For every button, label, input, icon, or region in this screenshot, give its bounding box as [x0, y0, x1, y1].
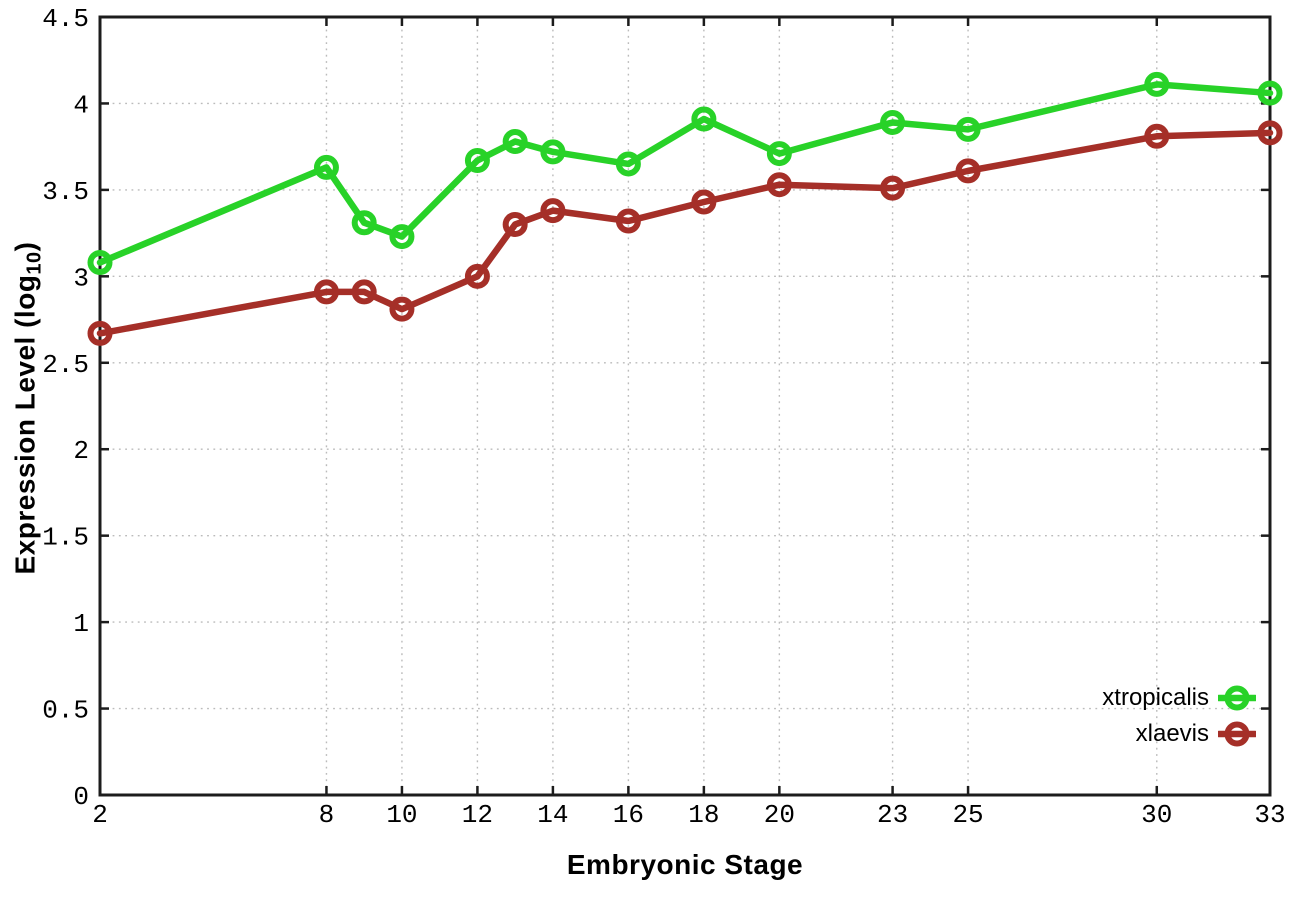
marker-xtropicalis-14: [540, 139, 566, 165]
y-axis-title-close: ): [9, 241, 41, 252]
x-tick-label-33: 33: [1254, 800, 1285, 830]
marker-xlaevis-23: [880, 175, 906, 201]
marker-xtropicalis-13: [502, 128, 528, 154]
y-tick-label-1.5: 1.5: [42, 523, 89, 553]
y-tick-label-4.5: 4.5: [42, 4, 89, 34]
marker-xtropicalis-30: [1144, 71, 1170, 97]
marker-xtropicalis-16: [615, 151, 641, 177]
plot-border: [98, 15, 1272, 797]
x-tick-label-16: 16: [613, 800, 644, 830]
series-xlaevis: [87, 120, 1283, 346]
marker-xtropicalis-18: [691, 106, 717, 132]
y-tick-label-2: 2: [73, 436, 89, 466]
marker-xtropicalis-9: [351, 210, 377, 236]
marker-xlaevis-14: [540, 198, 566, 224]
x-tick-label-23: 23: [877, 800, 908, 830]
x-tick-label-12: 12: [462, 800, 493, 830]
marker-xtropicalis-20: [766, 141, 792, 167]
x-tick-label-18: 18: [688, 800, 719, 830]
marker-xlaevis-33: [1257, 120, 1283, 146]
marker-xtropicalis-25: [955, 116, 981, 142]
marker-xlaevis-30: [1144, 123, 1170, 149]
marker-xlaevis-25: [955, 158, 981, 184]
y-tick-label-0.5: 0.5: [42, 696, 89, 726]
y-axis-title: Expression Level (log10): [10, 242, 47, 575]
y-tick-label-3: 3: [73, 263, 89, 293]
x-tick-label-30: 30: [1141, 800, 1172, 830]
x-tick-label-14: 14: [537, 800, 568, 830]
x-tick-label-8: 8: [319, 800, 335, 830]
series-line-xlaevis: [96, 129, 1274, 337]
series-xtropicalis: [87, 71, 1283, 276]
series-line-xtropicalis: [96, 81, 1274, 266]
marker-xlaevis-9: [351, 279, 377, 305]
marker-xlaevis-20: [766, 172, 792, 198]
marker-xtropicalis-8: [313, 154, 339, 180]
marker-xlaevis-2: [87, 320, 113, 346]
marker-xlaevis-16: [615, 208, 641, 234]
legend-entry-xlaevis: xlaevis: [956, 716, 1256, 752]
legend-label-xtropicalis: xtropicalis: [1102, 684, 1209, 711]
y-tick-label-2.5: 2.5: [42, 350, 89, 380]
x-tick-label-20: 20: [764, 800, 795, 830]
y-axis-title-subscript: 10: [23, 251, 46, 275]
x-tick-label-25: 25: [952, 800, 983, 830]
x-tick-labels: 2 8 10 12 14 16 18 20 23 25 30 33: [92, 800, 1285, 830]
legend: xtropicalis xlaevis: [956, 680, 1256, 752]
marker-xlaevis-8: [313, 279, 339, 305]
y-tick-labels: 0 0.5 1 1.5 2 2.5 3 3.5 4 4.5: [42, 4, 89, 812]
legend-label-xlaevis: xlaevis: [1135, 720, 1209, 747]
marker-xtropicalis-33: [1257, 80, 1283, 106]
marker-xtropicalis-12: [464, 147, 490, 173]
y-tick-label-4: 4: [73, 90, 89, 120]
marker-xlaevis-12: [464, 263, 490, 289]
legend-marker-xlaevis-icon: [1218, 721, 1256, 747]
marker-xtropicalis-23: [880, 109, 906, 135]
marker-xtropicalis-10: [389, 224, 415, 250]
marker-xlaevis-10: [389, 296, 415, 322]
y-tick-label-0: 0: [73, 782, 89, 812]
marker-xlaevis-13: [502, 211, 528, 237]
tick-marks: [98, 15, 1272, 797]
x-axis-title: Embryonic Stage: [566, 849, 804, 880]
legend-marker-xtropicalis-icon: [1218, 685, 1256, 711]
x-tick-label-2: 2: [92, 800, 108, 830]
marker-xlaevis-18: [691, 189, 717, 215]
legend-entry-xtropicalis: xtropicalis: [956, 680, 1256, 716]
y-tick-label-1: 1: [73, 609, 89, 639]
y-axis-title-text: Expression Level (log: [9, 274, 41, 575]
marker-xtropicalis-2: [87, 250, 113, 276]
y-tick-label-3.5: 3.5: [42, 177, 89, 207]
x-tick-label-10: 10: [386, 800, 417, 830]
